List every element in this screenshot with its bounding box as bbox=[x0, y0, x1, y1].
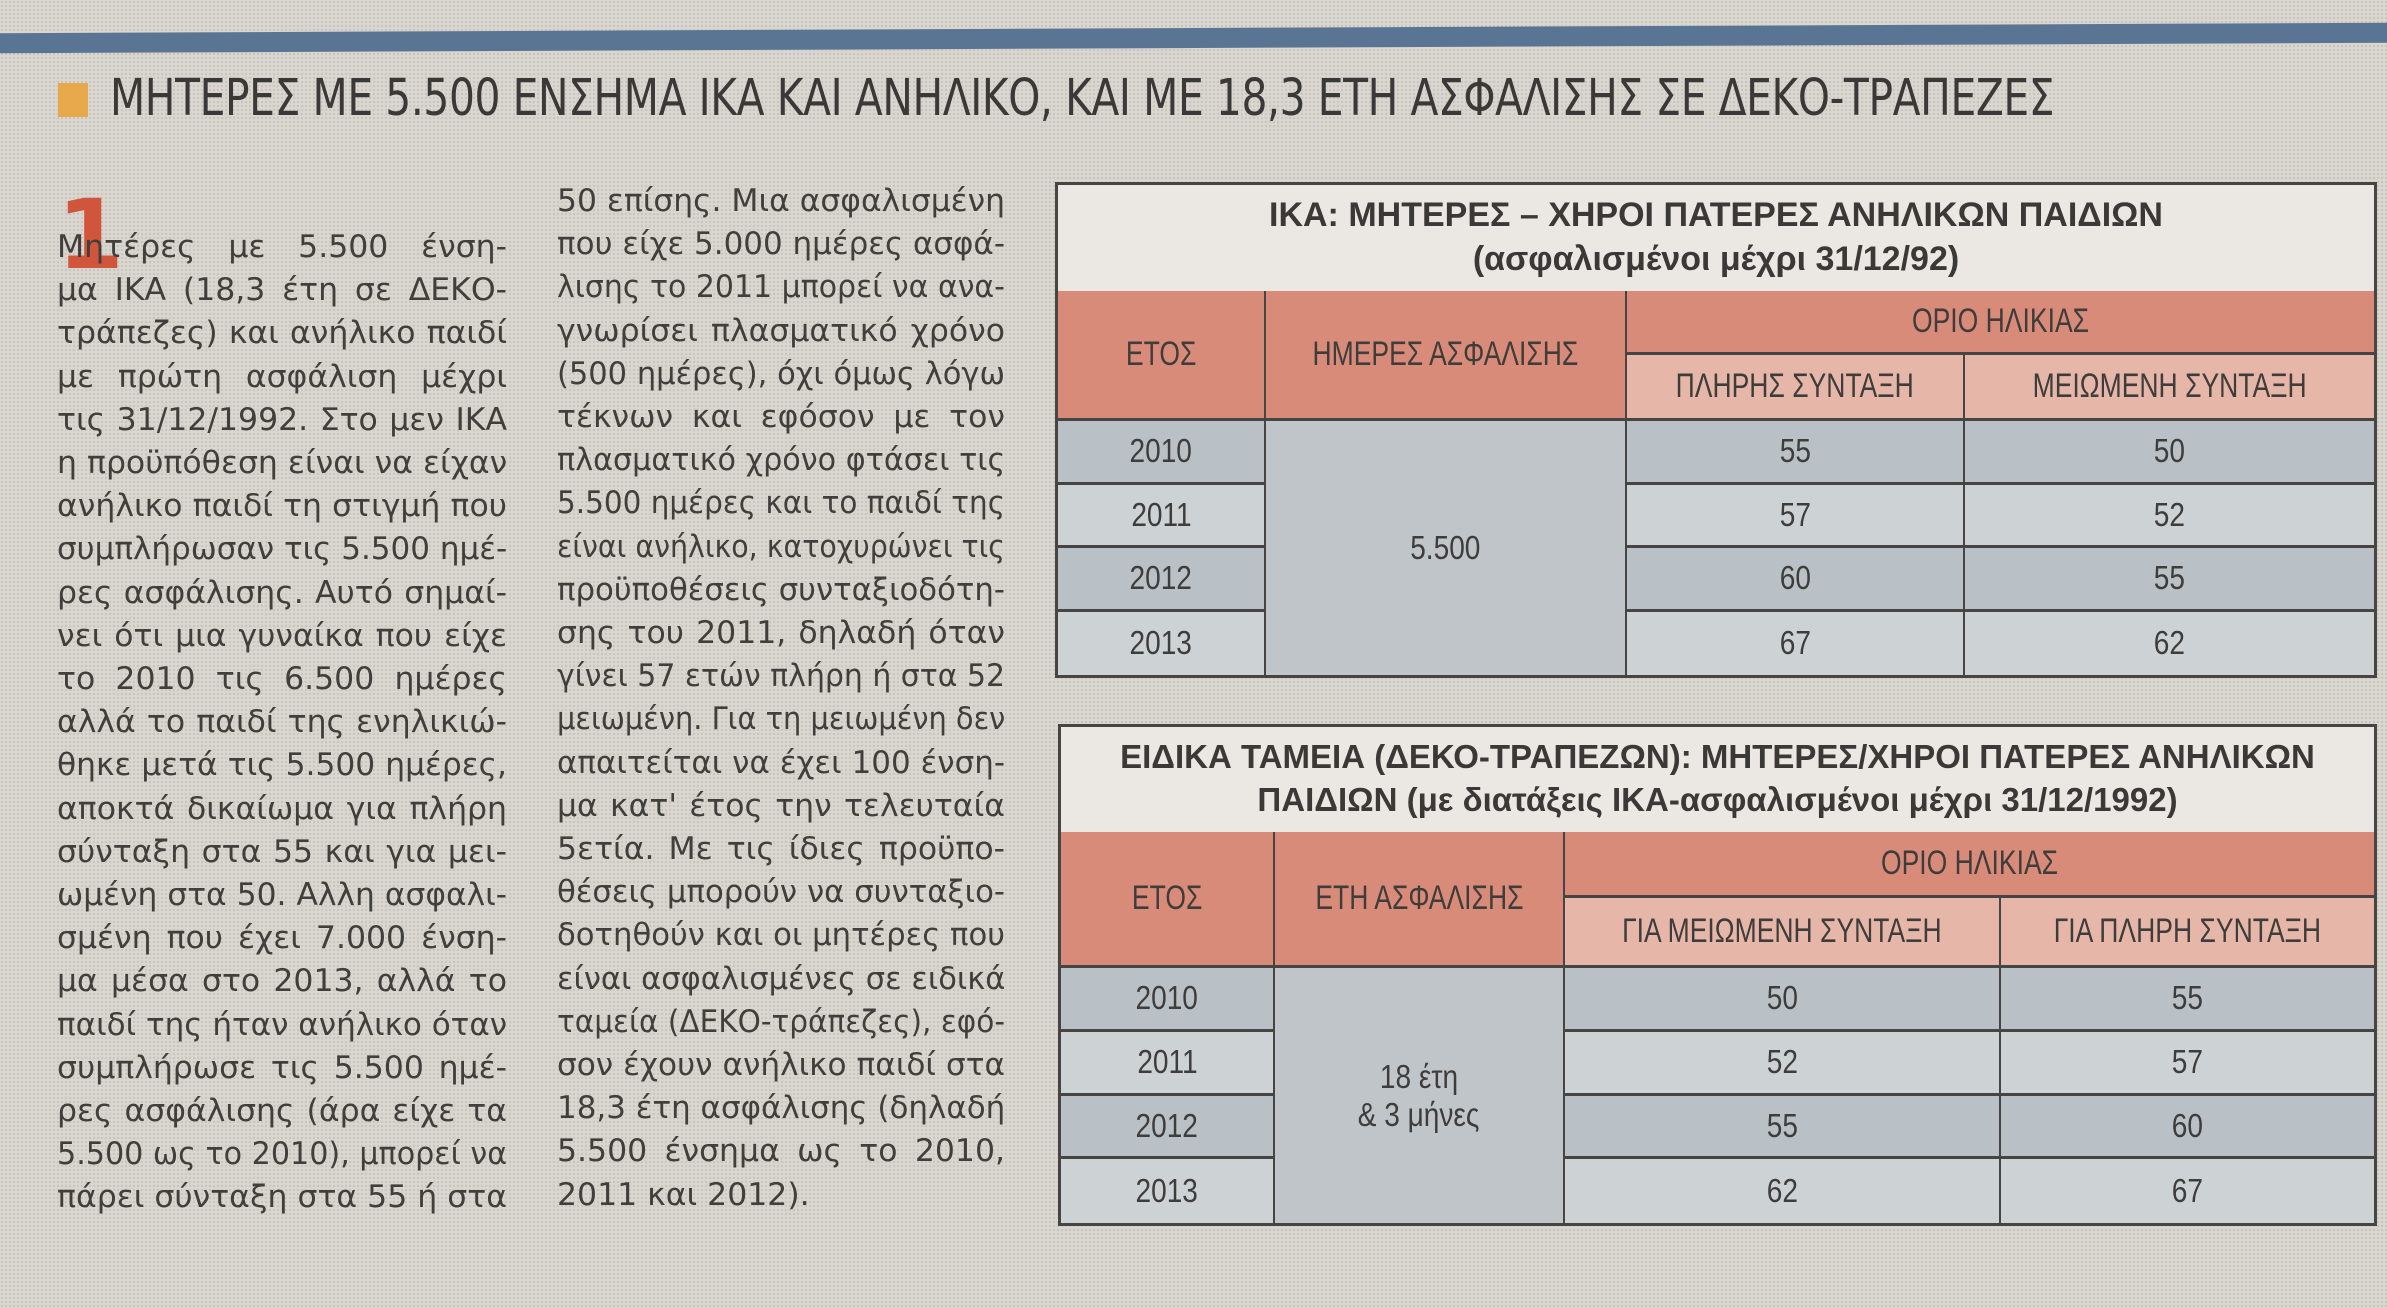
article-line: σον έχουν ανήλικο παιδί στα bbox=[557, 1047, 1005, 1084]
article-column-1: Μητέρες με 5.500 ένση-μα ΙΚΑ (18,3 έτη σ… bbox=[57, 226, 507, 1220]
article-line: πάρει σύνταξη στα 55 ή στα bbox=[57, 1179, 507, 1216]
table-ika: ΙΚΑ: ΜΗΤΕΡΕΣ – ΧΗΡΟΙ ΠΑΤΕΡΕΣ ΑΝΗΛΙΚΩΝ ΠΑ… bbox=[1055, 182, 2377, 678]
header-reduced-pension: ΓΙΑ ΜΕΙΩΜΕΝΗ ΣΥΝΤΑΞΗ bbox=[1565, 898, 2001, 968]
header-full-pension: ΠΛΗΡΗΣ ΣΥΝΤΑΞΗ bbox=[1627, 355, 1965, 421]
article-line: είναι ασφαλισμένες σε ειδικά bbox=[557, 960, 1006, 997]
article-line: είναι ανήλικο, κατοχυρώνει τις bbox=[557, 528, 1005, 565]
article-line: 5.500 ημέρες και το παιδί της bbox=[557, 485, 1005, 522]
article-line: σμένη που έχει 7.000 ένση- bbox=[57, 920, 507, 957]
header-reduced-pension: ΜΕΙΩΜΕΝΗ ΣΥΝΤΑΞΗ bbox=[1965, 355, 2374, 421]
table-row-year: 2010 bbox=[1061, 968, 1275, 1032]
table-row-value-1: 67 bbox=[1627, 611, 1965, 675]
article-line: απαιτείται να έχει 100 ένση- bbox=[557, 744, 1005, 781]
article-line: σύνταξη στα 55 και για μει- bbox=[57, 833, 507, 870]
headline-text: ΜΗΤΕΡΕΣ ΜΕ 5.500 ΕΝΣΗΜΑ ΙΚΑ ΚΑΙ ΑΝΗΛΙΚΟ,… bbox=[110, 68, 2055, 128]
table-row-value-1: 62 bbox=[1565, 1159, 2001, 1223]
table-deko-title-line2: ΠΑΙΔΙΩΝ (με διατάξεις ΙΚΑ-ασφαλισμένοι μ… bbox=[1257, 781, 2178, 818]
table-row-value-2: 67 bbox=[2001, 1159, 2374, 1223]
table-row-year: 2012 bbox=[1061, 1095, 1275, 1160]
table-row-value-1: 50 bbox=[1565, 968, 2001, 1032]
table-row-value-2: 55 bbox=[2001, 968, 2374, 1032]
table-row-year: 2012 bbox=[1058, 548, 1266, 612]
article-line: ωμένη στα 50. Αλλη ασφαλι- bbox=[57, 877, 507, 914]
article-line: μειωμένη. Για τη μειωμένη δεν bbox=[557, 701, 1006, 738]
article-line: ταμεία (ΔΕΚΟ-τράπεζες), εφό- bbox=[557, 1003, 1005, 1040]
article-line: 2011 και 2012). bbox=[557, 1176, 810, 1213]
article-line: πλασματικό χρόνο φτάσει τις bbox=[557, 442, 1006, 479]
article-line: 5.500 ως το 2010), μπορεί να bbox=[57, 1136, 508, 1173]
article-line: 50 επίσης. Μια ασφαλισμένη bbox=[557, 183, 1005, 219]
article-line: γίνει 57 ετών πλήρη ή στα 52 bbox=[557, 658, 1005, 695]
table-ika-title: ΙΚΑ: ΜΗΤΕΡΕΣ – ΧΗΡΟΙ ΠΑΤΕΡΕΣ ΑΝΗΛΙΚΩΝ ΠΑ… bbox=[1058, 185, 2374, 294]
header-year: ΕΤΟΣ bbox=[1061, 832, 1275, 968]
table-row-value-2: 50 bbox=[1965, 421, 2374, 485]
header-year: ΕΤΟΣ bbox=[1058, 291, 1266, 421]
table-deko-title: ΕΙΔΙΚΑ ΤΑΜΕΙΑ (ΔΕΚΟ-ΤΡΑΠΕΖΩΝ): ΜΗΤΕΡΕΣ/Χ… bbox=[1061, 727, 2374, 835]
article-line: ρες ασφάλισης. Αυτό σημαί- bbox=[57, 574, 507, 611]
article-column-2: 50 επίσης. Μια ασφαλισμένη που είχε 5.000… bbox=[557, 180, 1005, 1217]
table-row-value-1: 60 bbox=[1627, 548, 1965, 612]
article-line: ανήλικο παιδί τη στιγμή που bbox=[57, 488, 507, 525]
article-line: σης του 2011, δηλαδή όταν bbox=[557, 615, 1005, 652]
table-row-value-1: 57 bbox=[1627, 484, 1965, 548]
headline-bullet-icon bbox=[58, 83, 88, 117]
article-line: μα μέσα στο 2013, αλλά το bbox=[57, 963, 507, 1000]
table-row-value-1: 55 bbox=[1627, 421, 1965, 485]
article-line: δοτηθούν και οι μητέρες που bbox=[557, 917, 1005, 954]
article-line: 5ετία. Με τις ίδιες προϋπο- bbox=[557, 831, 1005, 868]
table-row-value-1: 52 bbox=[1565, 1031, 2001, 1096]
header-insurance-days: ΗΜΕΡΕΣ ΑΣΦΑΛΙΣΗΣ bbox=[1266, 291, 1627, 421]
table-row-value-2: 52 bbox=[1965, 484, 2374, 548]
article-line: τις 31/12/1992. Στο μεν ΙΚΑ bbox=[57, 401, 507, 438]
top-rule bbox=[0, 22, 2387, 54]
article-line: συμπλήρωσαν τις 5.500 ημέ- bbox=[57, 531, 508, 568]
article-line: μα ΙΚΑ (18,3 έτη σε ΔΕΚΟ- bbox=[57, 272, 507, 309]
article-line: ρες ασφάλισης (άρα είχε τα bbox=[57, 1093, 507, 1130]
header-full-pension: ΓΙΑ ΠΛΗΡΗ ΣΥΝΤΑΞΗ bbox=[2001, 898, 2374, 968]
article-line: γνωρίσει πλασματικό χρόνο bbox=[557, 312, 1005, 349]
article-line: θηκε μετά τις 5.500 ημέρες, bbox=[57, 747, 507, 784]
table-row-value-2: 55 bbox=[1965, 548, 2374, 612]
article-line: μα κατ' έτος την τελευταία bbox=[557, 787, 1005, 824]
table-row-year: 2011 bbox=[1061, 1031, 1275, 1096]
table-row-year: 2013 bbox=[1061, 1159, 1275, 1223]
article-line: 18,3 έτη ασφάλισης (δηλαδή bbox=[557, 1090, 1006, 1127]
table-row-year: 2013 bbox=[1058, 611, 1266, 675]
table-deko: ΕΙΔΙΚΑ ΤΑΜΕΙΑ (ΔΕΚΟ-ΤΡΑΠΕΖΩΝ): ΜΗΤΕΡΕΣ/Χ… bbox=[1058, 724, 2377, 1226]
article-line: αποκτά δικαίωμα για πλήρη bbox=[57, 790, 507, 827]
article-line: η προϋπόθεση είναι να είχαν bbox=[57, 445, 508, 482]
article-line: το 2010 τις 6.500 ημέρες bbox=[57, 661, 507, 698]
article-line: λισης το 2011 μπορεί να ανα- bbox=[557, 269, 1005, 306]
article-line: τράπεζες) και ανήλικο παιδί bbox=[57, 315, 507, 352]
header-age-limit: ΟΡΙΟ ΗΛΙΚΙΑΣ bbox=[1627, 291, 2374, 355]
table-ika-title-line1: ΙΚΑ: ΜΗΤΕΡΕΣ – ΧΗΡΟΙ ΠΑΤΕΡΕΣ ΑΝΗΛΙΚΩΝ ΠΑ… bbox=[1269, 196, 2163, 234]
article-line: αλλά το παιδί της ενηλικιώ- bbox=[57, 704, 507, 741]
insurance-years-value: 18 έτη & 3 μήνες bbox=[1275, 968, 1565, 1223]
article-line: Μητέρες με 5.500 ένση- bbox=[57, 229, 507, 265]
table-row-year: 2010 bbox=[1058, 421, 1266, 485]
article-line: προϋποθέσεις συνταξιοδότη- bbox=[557, 571, 1005, 608]
table-row-value-2: 62 bbox=[1965, 611, 2374, 675]
insurance-days-value: 5.500 bbox=[1266, 421, 1627, 675]
article-line: με πρώτη ασφάλιση μέχρι bbox=[57, 358, 507, 395]
table-row-value-2: 60 bbox=[2001, 1095, 2374, 1160]
article-line: νει ότι μια γυναίκα που είχε bbox=[57, 617, 507, 654]
article-line: τέκνων και εφόσον με τον bbox=[557, 399, 1005, 436]
table-row-year: 2011 bbox=[1058, 484, 1266, 548]
header-insurance-years: ΕΤΗ ΑΣΦΑΛΙΣΗΣ bbox=[1275, 832, 1565, 968]
article-line: 5.500 ένσημα ως το 2010, bbox=[557, 1133, 1005, 1170]
table-deko-title-line1: ΕΙΔΙΚΑ ΤΑΜΕΙΑ (ΔΕΚΟ-ΤΡΑΠΕΖΩΝ): ΜΗΤΕΡΕΣ/Χ… bbox=[1120, 738, 2315, 775]
article-line: παιδί της ήταν ανήλικο όταν bbox=[57, 1006, 508, 1043]
article-line: συμπλήρωσε τις 5.500 ημέ- bbox=[57, 1049, 507, 1086]
article-line: (500 ημέρες), όχι όμως λόγω bbox=[557, 355, 1005, 392]
article-line: θέσεις μπορούν να συνταξιο- bbox=[557, 874, 1005, 911]
table-row-value-1: 55 bbox=[1565, 1095, 2001, 1160]
article-line: που είχε 5.000 ημέρες ασφά- bbox=[557, 226, 1005, 263]
header-age-limit: ΟΡΙΟ ΗΛΙΚΙΑΣ bbox=[1565, 832, 2374, 898]
table-row-value-2: 57 bbox=[2001, 1031, 2374, 1096]
headline: ΜΗΤΕΡΕΣ ΜΕ 5.500 ΕΝΣΗΜΑ ΙΚΑ ΚΑΙ ΑΝΗΛΙΚΟ,… bbox=[58, 58, 2387, 138]
table-ika-title-line2: (ασφαλισμένοι μέχρι 31/12/92) bbox=[1472, 240, 1960, 278]
